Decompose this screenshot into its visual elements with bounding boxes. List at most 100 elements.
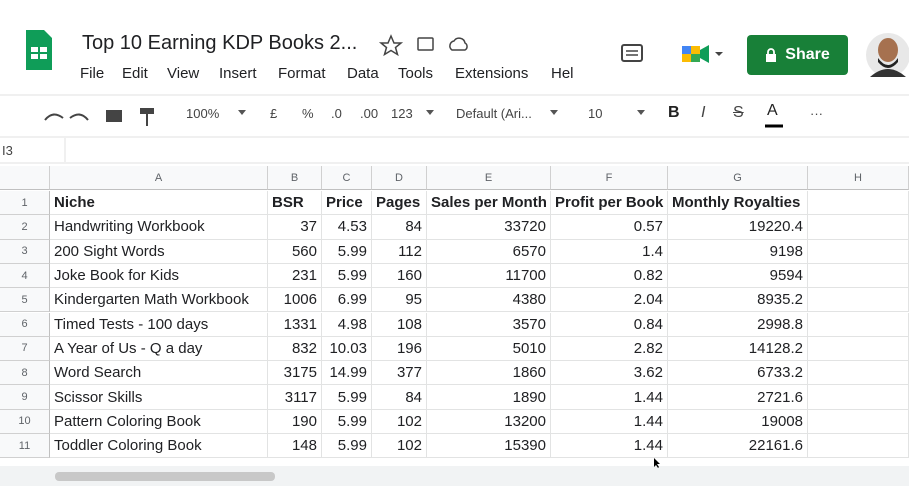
cell[interactable]: 196 xyxy=(372,337,427,361)
comments-icon[interactable] xyxy=(622,45,642,61)
cell[interactable]: 3175 xyxy=(268,361,322,385)
cell[interactable]: 5.99 xyxy=(322,410,372,434)
cell[interactable]: Toddler Coloring Book xyxy=(50,434,268,458)
redo-icon[interactable] xyxy=(70,114,88,120)
cell[interactable]: 102 xyxy=(372,410,427,434)
row-number[interactable]: 11 xyxy=(0,434,50,458)
cell[interactable]: 19220.4 xyxy=(668,215,808,239)
header-cell[interactable]: Niche xyxy=(50,191,268,215)
menu-item[interactable]: Hel xyxy=(551,65,574,82)
empty-cell[interactable] xyxy=(808,385,909,409)
cell[interactable]: 0.82 xyxy=(551,264,668,288)
cell[interactable]: 560 xyxy=(268,240,322,264)
cell[interactable]: 84 xyxy=(372,385,427,409)
menu-item[interactable]: Edit xyxy=(122,65,148,82)
toolbar-font-size[interactable]: 10 xyxy=(588,106,602,121)
cell[interactable]: 102 xyxy=(372,434,427,458)
menu-item[interactable]: Data xyxy=(347,65,379,82)
menu-item[interactable]: File xyxy=(80,65,104,82)
cell[interactable]: 1.44 xyxy=(551,385,668,409)
menu-item[interactable]: Extensions xyxy=(455,65,528,82)
toolbar-number-format[interactable]: 123 xyxy=(391,106,413,121)
cell[interactable]: 1.44 xyxy=(551,410,668,434)
empty-cell[interactable] xyxy=(808,264,909,288)
empty-cell[interactable] xyxy=(808,240,909,264)
cell[interactable]: 148 xyxy=(268,434,322,458)
row-number[interactable]: 8 xyxy=(0,361,50,385)
header-cell[interactable]: Sales per Month xyxy=(427,191,551,215)
row-number[interactable]: 9 xyxy=(0,385,50,409)
empty-cell[interactable] xyxy=(808,337,909,361)
cell[interactable]: Scissor Skills xyxy=(50,385,268,409)
print-icon[interactable] xyxy=(106,110,122,122)
menu-item[interactable]: Tools xyxy=(398,65,433,82)
cell[interactable]: 6.99 xyxy=(322,288,372,312)
toolbar-currency[interactable]: £ xyxy=(270,106,277,121)
cell[interactable]: 2.82 xyxy=(551,337,668,361)
cell[interactable]: 2.04 xyxy=(551,288,668,312)
toolbar-more[interactable]: ··· xyxy=(810,106,823,121)
cell[interactable]: 8935.2 xyxy=(668,288,808,312)
cell[interactable]: 14128.2 xyxy=(668,337,808,361)
empty-cell[interactable] xyxy=(808,288,909,312)
share-button[interactable]: Share xyxy=(747,35,848,75)
dropdown-caret[interactable] xyxy=(550,110,558,115)
cell[interactable]: 1890 xyxy=(427,385,551,409)
row-number[interactable]: 4 xyxy=(0,264,50,288)
column-header[interactable]: E xyxy=(427,166,551,190)
move-icon[interactable] xyxy=(418,38,433,50)
cell[interactable]: 231 xyxy=(268,264,322,288)
cell[interactable]: 95 xyxy=(372,288,427,312)
toolbar-bold[interactable]: B xyxy=(668,104,680,122)
cell[interactable]: 4.98 xyxy=(322,313,372,337)
toolbar-font[interactable]: Default (Ari... xyxy=(456,106,532,121)
cell[interactable]: 9594 xyxy=(668,264,808,288)
cell[interactable]: Handwriting Workbook xyxy=(50,215,268,239)
menu-item[interactable]: View xyxy=(167,65,199,82)
cell[interactable]: 10.03 xyxy=(322,337,372,361)
cell[interactable]: 4380 xyxy=(427,288,551,312)
empty-cell[interactable] xyxy=(808,313,909,337)
dropdown-caret[interactable] xyxy=(637,110,645,115)
empty-cell[interactable] xyxy=(808,191,909,215)
column-header[interactable]: A xyxy=(50,166,268,190)
cell[interactable]: 3.62 xyxy=(551,361,668,385)
cell[interactable]: 0.57 xyxy=(551,215,668,239)
header-cell[interactable]: BSR xyxy=(268,191,322,215)
cell[interactable]: 37 xyxy=(268,215,322,239)
column-header[interactable]: G xyxy=(668,166,808,190)
cell[interactable]: 1860 xyxy=(427,361,551,385)
menu-item[interactable]: Format xyxy=(278,65,326,82)
row-number[interactable]: 3 xyxy=(0,240,50,264)
cell[interactable]: 6733.2 xyxy=(668,361,808,385)
row-number[interactable]: 2 xyxy=(0,215,50,239)
cell[interactable]: 1331 xyxy=(268,313,322,337)
cell[interactable]: 5.99 xyxy=(322,264,372,288)
row-number[interactable]: 5 xyxy=(0,288,50,312)
cell[interactable]: Joke Book for Kids xyxy=(50,264,268,288)
cell[interactable]: Word Search xyxy=(50,361,268,385)
row-number[interactable]: 7 xyxy=(0,337,50,361)
cell[interactable]: 4.53 xyxy=(322,215,372,239)
column-header[interactable]: H xyxy=(808,166,909,190)
cell[interactable]: 84 xyxy=(372,215,427,239)
cell[interactable]: 200 Sight Words xyxy=(50,240,268,264)
toolbar-increase-decimal[interactable]: .00 xyxy=(360,106,378,121)
empty-cell[interactable] xyxy=(808,361,909,385)
toolbar-italic[interactable]: I xyxy=(701,104,705,122)
cell[interactable]: 5.99 xyxy=(322,240,372,264)
header-cell[interactable]: Pages xyxy=(372,191,427,215)
star-icon[interactable] xyxy=(381,36,401,55)
cell[interactable]: 112 xyxy=(372,240,427,264)
cell[interactable]: 14.99 xyxy=(322,361,372,385)
toolbar-percent[interactable]: % xyxy=(302,106,314,121)
cell[interactable]: 6570 xyxy=(427,240,551,264)
cell[interactable]: 9198 xyxy=(668,240,808,264)
cell[interactable]: 1006 xyxy=(268,288,322,312)
undo-icon[interactable] xyxy=(45,114,63,120)
cell[interactable]: 377 xyxy=(372,361,427,385)
cloud-icon[interactable] xyxy=(450,38,467,50)
toolbar-text-color[interactable]: A xyxy=(767,102,778,120)
header-cell[interactable]: Monthly Royalties xyxy=(668,191,808,215)
cell[interactable]: Pattern Coloring Book xyxy=(50,410,268,434)
